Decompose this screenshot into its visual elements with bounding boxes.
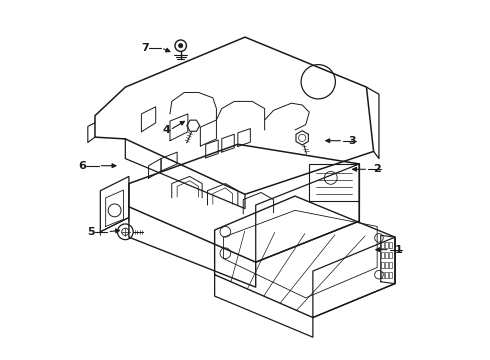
Text: 2: 2 bbox=[373, 164, 381, 174]
Text: 3: 3 bbox=[348, 136, 356, 146]
Text: 1: 1 bbox=[394, 245, 402, 255]
Text: 4: 4 bbox=[162, 125, 170, 135]
Text: 7: 7 bbox=[141, 43, 148, 53]
Circle shape bbox=[178, 44, 183, 48]
Text: 5: 5 bbox=[87, 227, 95, 237]
Text: 6: 6 bbox=[78, 161, 86, 171]
